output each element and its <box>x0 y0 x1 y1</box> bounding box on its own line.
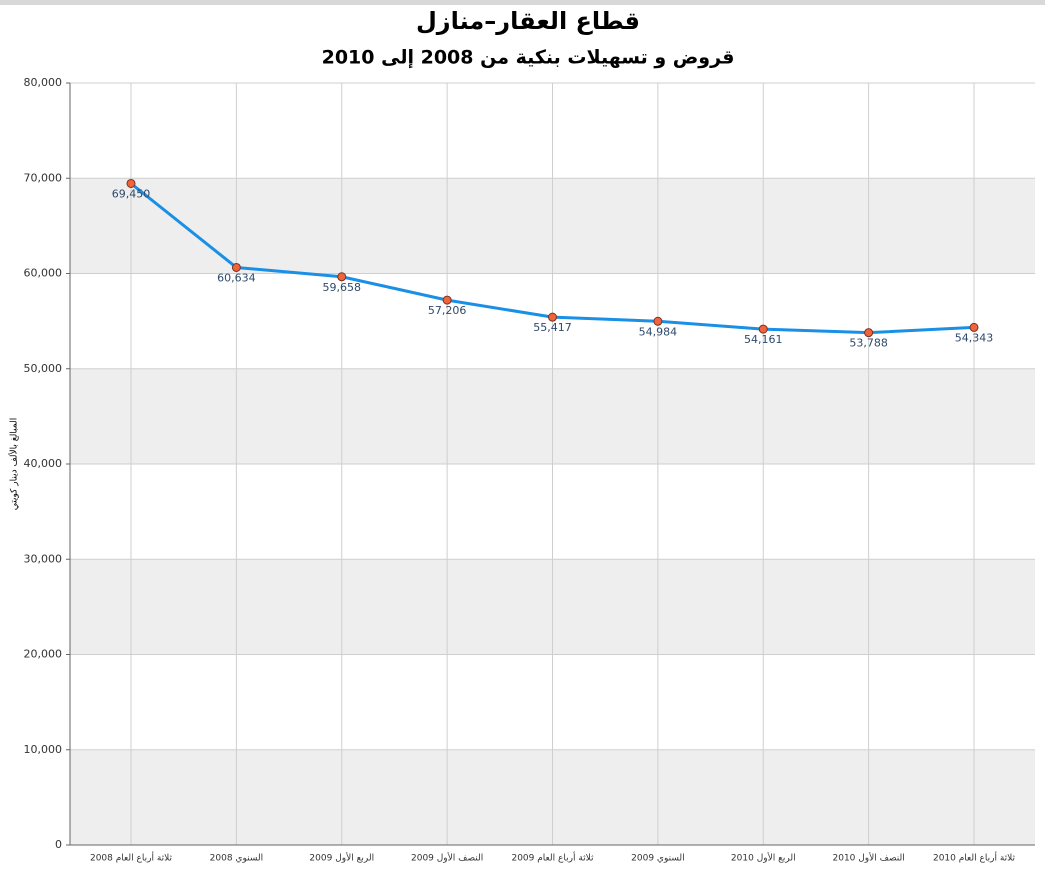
y-tick-label: 40,000 <box>24 457 63 470</box>
y-tick-label: 10,000 <box>24 743 63 756</box>
value-label: 55,417 <box>533 321 572 334</box>
x-tick-label: السنوي 2009 <box>631 854 684 864</box>
y-tick-label: 30,000 <box>24 552 63 565</box>
y-tick-label: 70,000 <box>24 171 63 184</box>
y-axis-label: المبالغ بالألف دينار كويتي <box>8 418 20 510</box>
x-tick-label: النصف الأول 2010 <box>833 852 905 864</box>
value-label: 54,984 <box>639 325 678 338</box>
value-label: 57,206 <box>428 304 467 317</box>
value-label: 53,788 <box>849 337 888 350</box>
marker <box>864 328 874 338</box>
x-tick-label: ثلاثة أرباع العام 2008 <box>90 852 173 864</box>
value-label: 69,450 <box>112 187 151 200</box>
x-tick-label: الربع الأول 2010 <box>731 852 796 864</box>
chart-title: قطاع العقار–منازل <box>416 7 640 35</box>
marker <box>442 295 452 305</box>
marker <box>758 324 768 334</box>
marker <box>126 178 136 188</box>
value-label: 54,161 <box>744 333 783 346</box>
marker <box>337 272 347 282</box>
x-tick-label: السنوي 2008 <box>210 854 263 864</box>
y-tick-label: 50,000 <box>24 362 63 375</box>
y-tick-label: 0 <box>55 838 62 851</box>
x-tick-label: الربع الأول 2009 <box>309 852 374 864</box>
marker <box>653 316 663 326</box>
marker <box>969 322 979 332</box>
value-label: 54,343 <box>955 331 994 344</box>
value-label: 59,658 <box>323 281 362 294</box>
y-tick-label: 20,000 <box>24 648 63 661</box>
value-label: 60,634 <box>217 271 256 284</box>
marker <box>231 262 241 272</box>
x-tick-label: ثلاثة أرباع العام 2010 <box>933 852 1016 864</box>
y-tick-label: 60,000 <box>24 267 63 280</box>
chart-subtitle: قروض و تسهيلات بنكية من 2008 إلى 2010 <box>322 47 735 69</box>
x-tick-label: النصف الأول 2009 <box>411 852 483 864</box>
marker <box>548 312 557 322</box>
y-tick-label: 80,000 <box>24 76 63 89</box>
browser-strip <box>0 0 1045 5</box>
x-tick-label: ثلاثة أرباع العام 2009 <box>511 852 594 864</box>
